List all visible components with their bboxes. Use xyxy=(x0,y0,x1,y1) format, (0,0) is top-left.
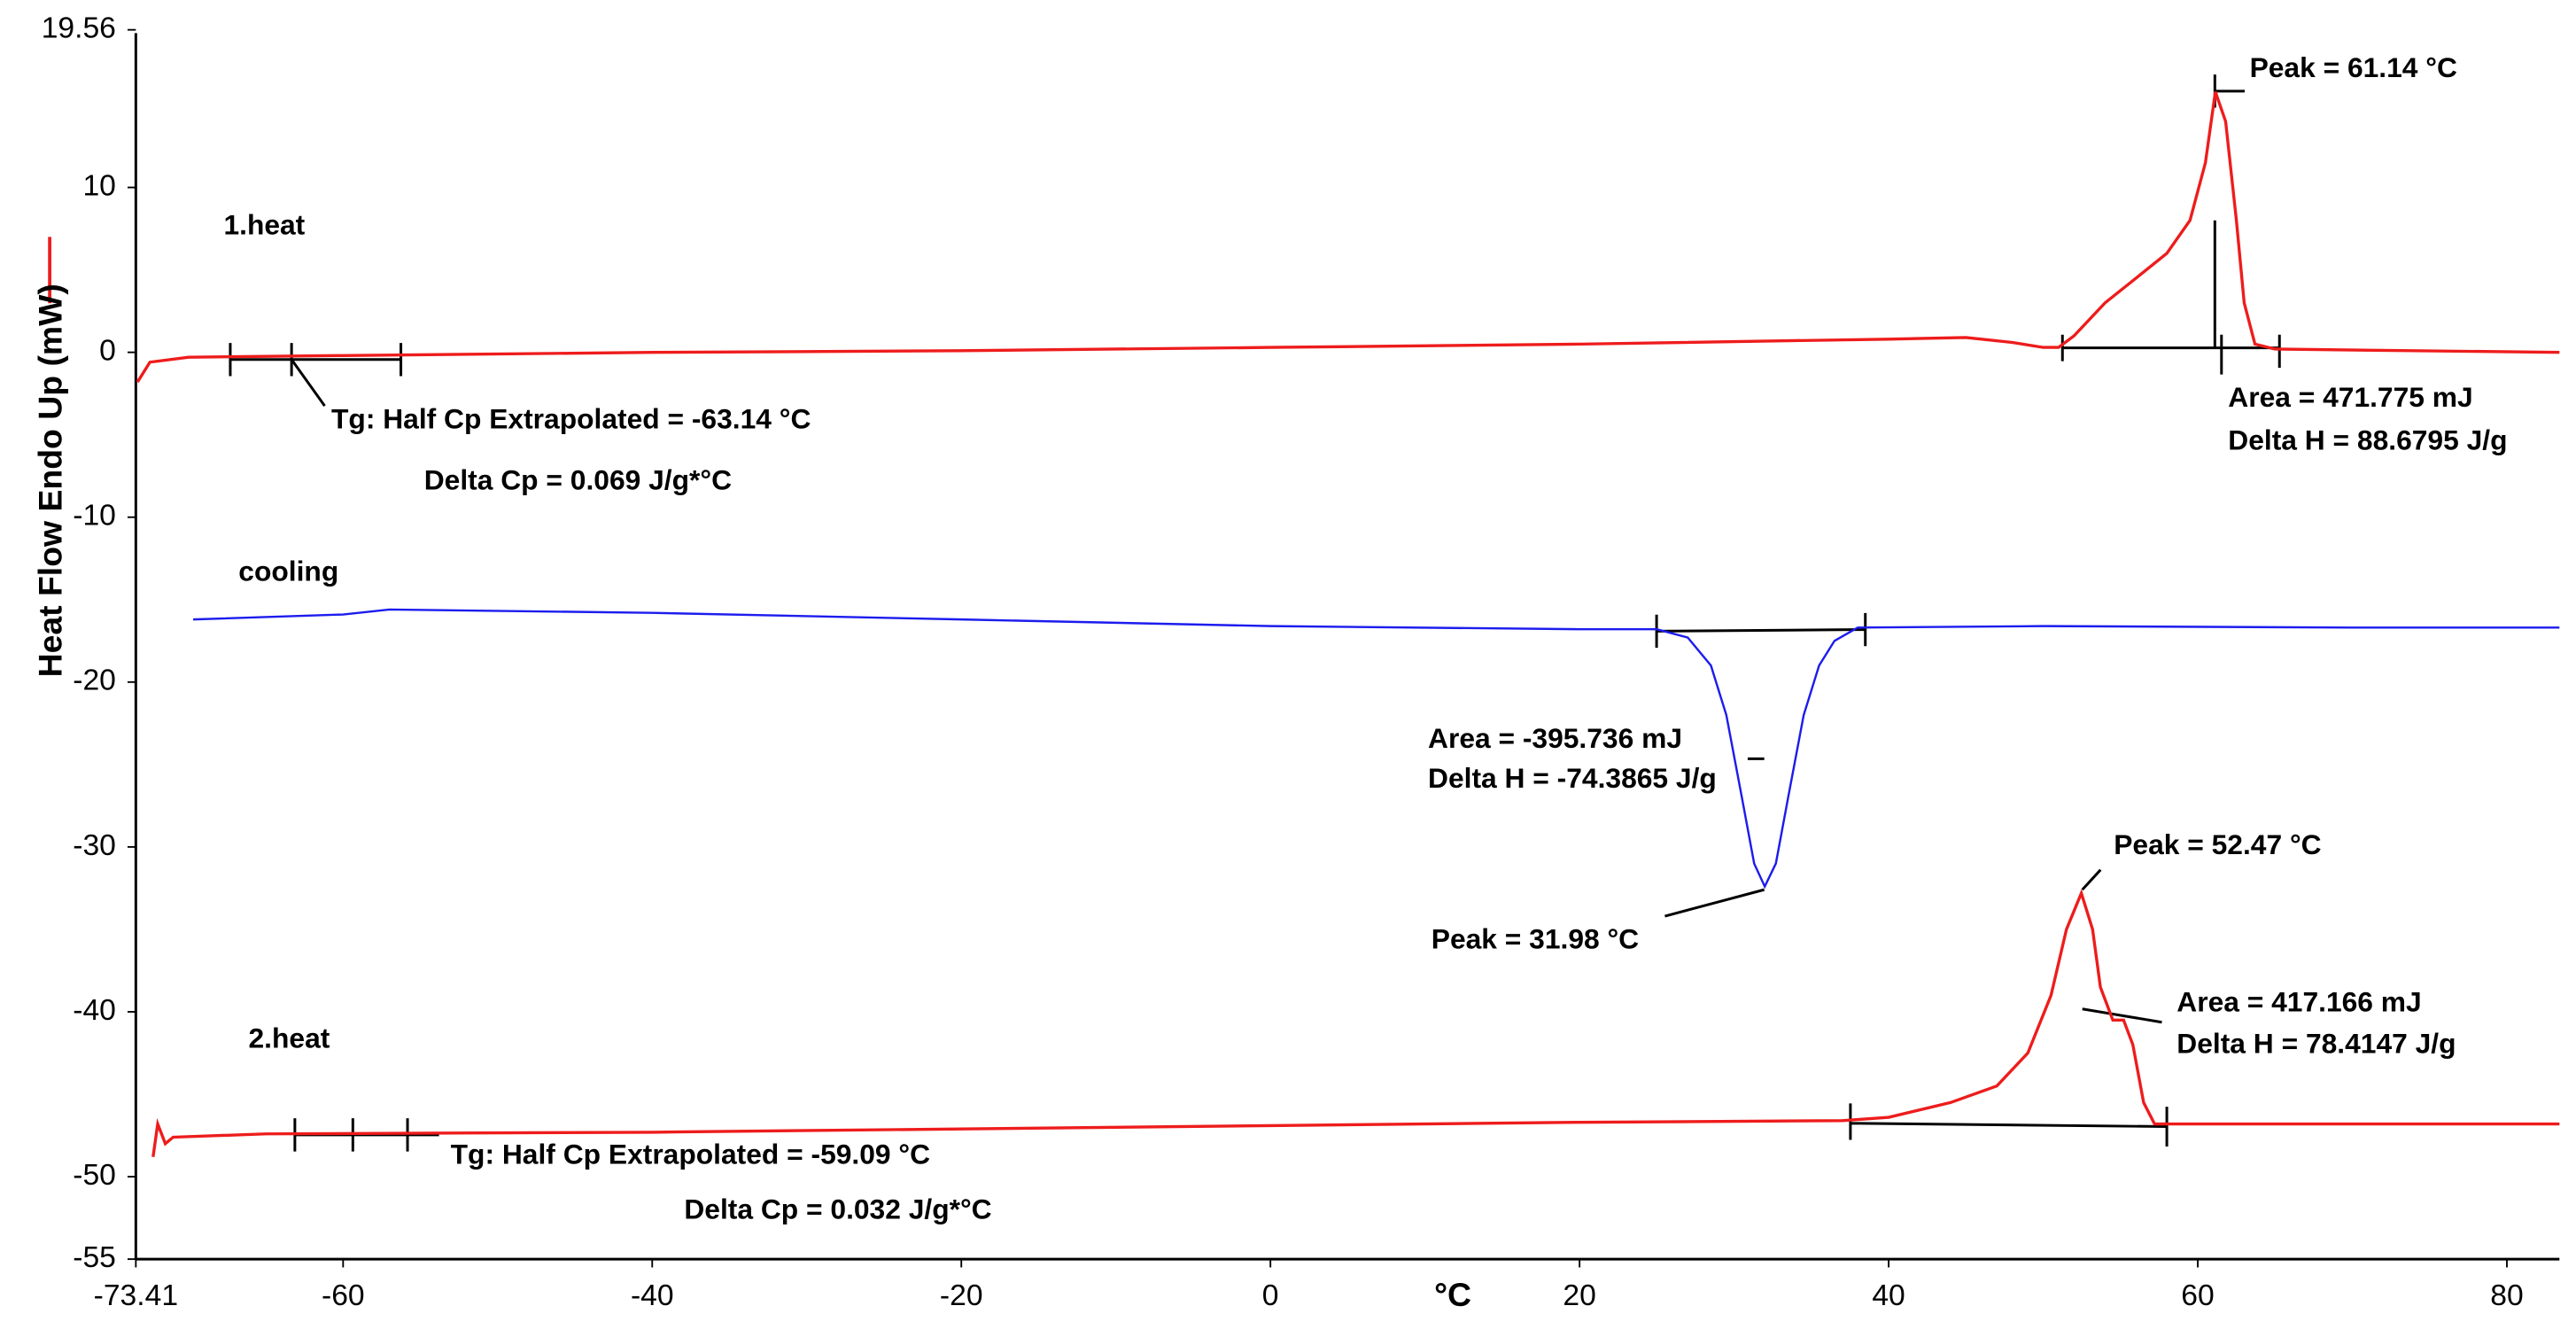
x-axis-label: °C xyxy=(1434,1276,1471,1313)
y-tick-label: 10 xyxy=(82,169,115,202)
annotation-lines xyxy=(229,74,2281,1152)
y-tick-label: -50 xyxy=(73,1159,116,1192)
annotation: Area = -395.736 mJ xyxy=(1428,722,1682,754)
annotation: Tg: Half Cp Extrapolated = -59.09 °C xyxy=(451,1139,930,1170)
y-tick-label: -20 xyxy=(73,665,116,697)
baseline xyxy=(2060,220,2281,375)
y-tick-label: -30 xyxy=(73,829,116,862)
series-line xyxy=(136,91,2560,384)
annotation: Delta H = 88.6795 J/g xyxy=(2228,424,2507,456)
series-label: 2.heat xyxy=(249,1022,330,1054)
annotation: Area = 471.775 mJ xyxy=(2228,381,2472,413)
annotation: Delta H = -74.3865 J/g xyxy=(1428,762,1717,794)
annotation: Peak = 52.47 °C xyxy=(2114,828,2321,860)
y-tick-label: 19.56 xyxy=(42,12,116,45)
y-tick-label: -55 xyxy=(73,1241,116,1274)
series-line xyxy=(193,608,2560,890)
annotation: Area = 417.166 mJ xyxy=(2176,986,2421,1018)
annotation: Delta Cp = 0.069 J/g*°C xyxy=(424,464,732,496)
series-label: cooling xyxy=(238,555,338,587)
y-tick-label: -10 xyxy=(73,500,116,532)
x-tick-label: 80 xyxy=(2490,1279,2523,1312)
annotation: Delta Cp = 0.032 J/g*°C xyxy=(684,1193,991,1224)
series-line xyxy=(151,889,2560,1157)
x-tick-label: 60 xyxy=(2181,1279,2214,1312)
x-tick-label: -73.41 xyxy=(94,1279,178,1312)
y-tick-label: -40 xyxy=(73,994,116,1027)
annotation: Delta H = 78.4147 J/g xyxy=(2176,1027,2456,1059)
x-tick-label: -40 xyxy=(631,1279,674,1312)
annotation: Peak = 31.98 °C xyxy=(1432,922,1639,954)
annotation: Tg: Half Cp Extrapolated = -63.14 °C xyxy=(331,402,811,434)
annotation: Peak = 61.14 °C xyxy=(2250,51,2457,83)
x-tick-label: 0 xyxy=(1262,1279,1279,1312)
x-tick-label: -60 xyxy=(322,1279,365,1312)
y-tick-label: 0 xyxy=(99,335,116,368)
baseline xyxy=(1655,612,1867,918)
x-tick-label: 20 xyxy=(1563,1279,1595,1312)
series-label: 1.heat xyxy=(223,209,305,241)
baseline xyxy=(1849,868,2169,1147)
y-axis-label: Heat Flow Endo Up (mW) xyxy=(32,284,69,677)
x-tick-label: -20 xyxy=(940,1279,983,1312)
baseline xyxy=(229,343,403,407)
x-tick-label: 40 xyxy=(1872,1279,1905,1312)
